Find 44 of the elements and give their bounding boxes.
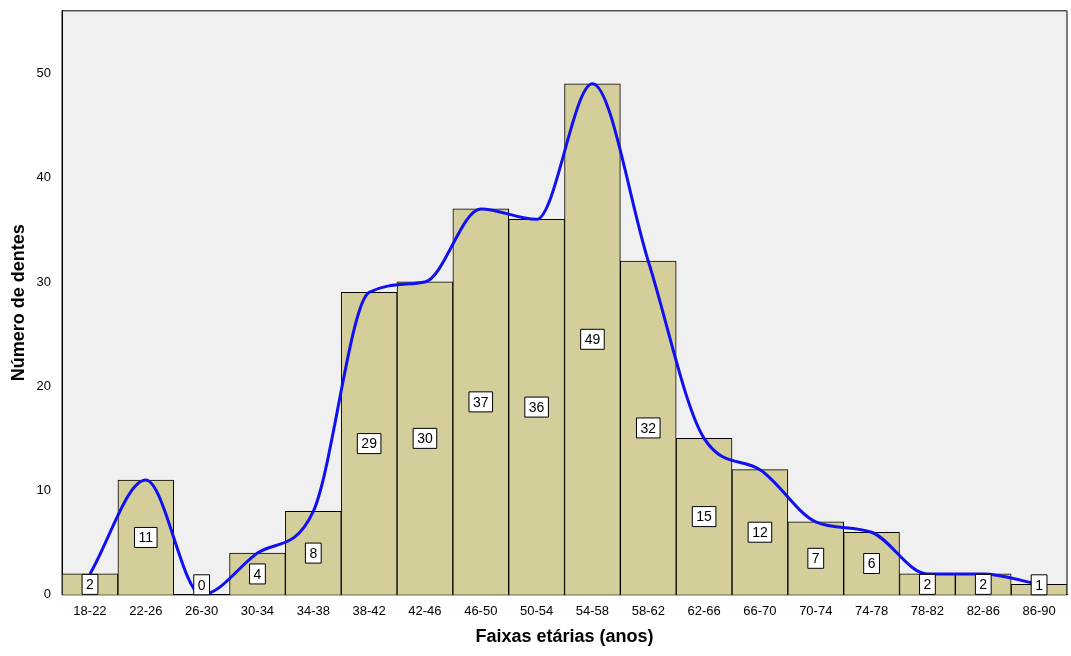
x-tick-label: 38-42 [352,603,386,619]
x-tick-label: 86-90 [1022,603,1056,619]
data-label: 15 [696,508,713,525]
y-tick-label: 10 [36,482,52,498]
y-tick-label: 20 [36,377,52,393]
x-tick-label: 22-26 [129,603,163,619]
data-label: 1 [1035,576,1044,593]
x-tick-label: 54-58 [575,603,610,619]
x-tick-label: 58-62 [631,603,665,619]
x-tick-label: 78-82 [910,603,945,619]
data-label: 49 [584,331,601,348]
data-label: 30 [417,430,433,447]
data-label: 7 [811,550,820,567]
y-tick-label: 30 [36,273,52,289]
data-label: 8 [309,544,318,561]
x-tick-label: 46-50 [464,603,498,619]
x-tick-label: 30-34 [240,603,275,619]
data-label: 32 [640,419,657,436]
y-tick-label: 50 [36,64,52,80]
x-tick-label: 34-38 [296,603,330,619]
x-tick-label: 50-54 [519,603,554,619]
data-label: 6 [867,555,876,572]
data-label: 2 [86,576,95,593]
data-label: 2 [979,576,988,593]
data-label: 4 [253,565,262,582]
y-axis-title: Número de dentes [7,224,28,382]
x-tick-label: 74-78 [854,603,889,619]
data-label: 0 [197,576,206,593]
x-tick-label: 82-86 [966,603,1000,619]
x-axis-title: Faixas etárias (anos) [475,626,654,647]
data-label: 11 [138,529,154,546]
x-tick-label: 70-74 [799,603,833,619]
x-tick-label: 18-22 [73,603,107,619]
x-tick-label: 62-66 [687,603,721,619]
x-tick-label: 42-46 [408,603,442,619]
data-label: 2 [923,576,932,593]
x-tick-label: 26-30 [185,603,219,619]
data-label: 12 [752,524,768,541]
x-tick-label: 66-70 [743,603,777,619]
data-label: 36 [528,398,545,415]
data-label: 37 [473,393,489,410]
data-label: 29 [361,435,378,452]
y-tick-label: 0 [43,586,52,602]
y-tick-label: 40 [36,169,52,185]
